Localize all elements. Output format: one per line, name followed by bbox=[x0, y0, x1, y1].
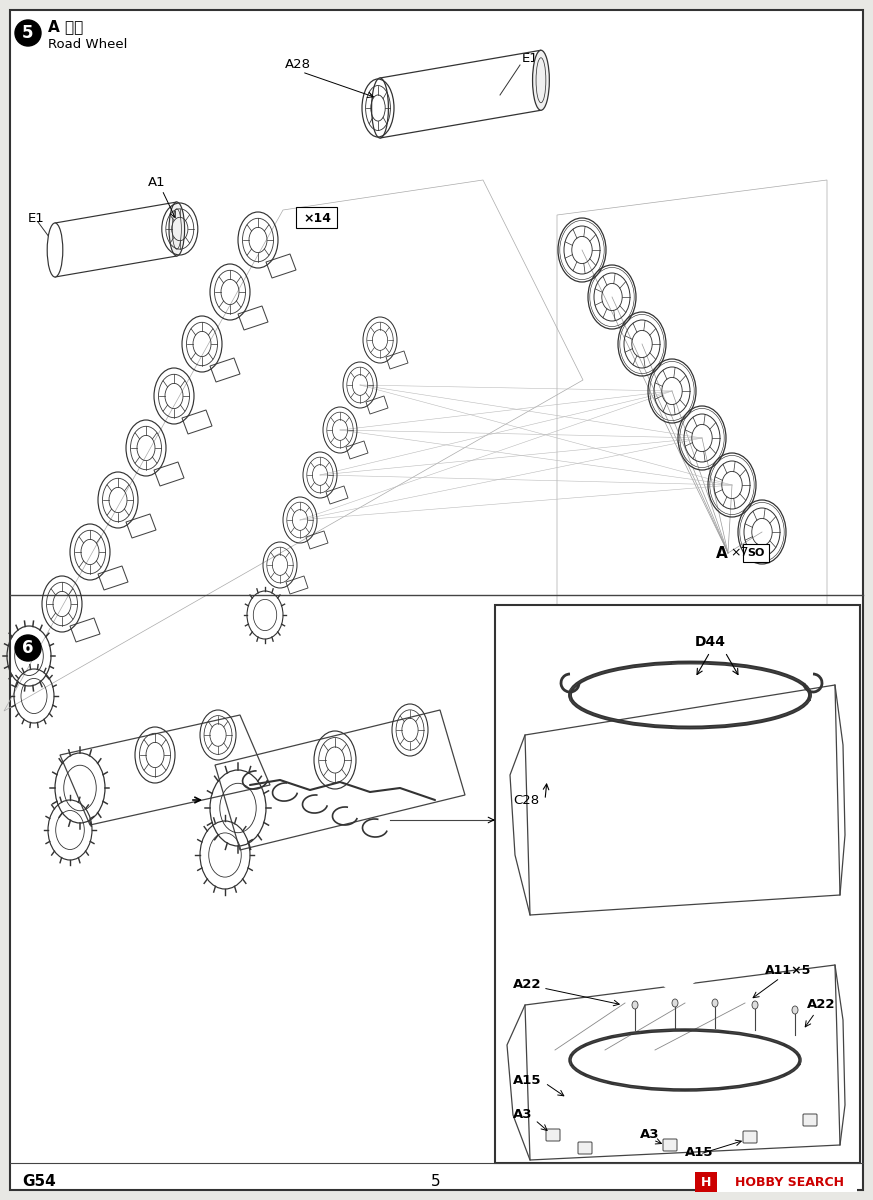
FancyBboxPatch shape bbox=[546, 1129, 560, 1141]
Text: E1: E1 bbox=[28, 211, 45, 224]
Text: A1: A1 bbox=[148, 176, 166, 190]
Text: 5: 5 bbox=[22, 24, 34, 42]
Circle shape bbox=[15, 635, 41, 661]
FancyBboxPatch shape bbox=[743, 544, 769, 562]
Text: HOBBY SEARCH: HOBBY SEARCH bbox=[735, 1176, 844, 1188]
FancyBboxPatch shape bbox=[578, 1142, 592, 1154]
Text: A 転輪: A 転輪 bbox=[48, 19, 83, 35]
Text: A3: A3 bbox=[513, 1109, 533, 1122]
Text: SO: SO bbox=[747, 548, 765, 558]
Ellipse shape bbox=[672, 998, 678, 1007]
Text: A: A bbox=[716, 546, 728, 560]
Circle shape bbox=[15, 20, 41, 46]
Ellipse shape bbox=[169, 202, 184, 256]
Text: 5: 5 bbox=[431, 1175, 441, 1189]
Text: ×14: ×14 bbox=[303, 211, 331, 224]
FancyArrow shape bbox=[652, 935, 702, 997]
Text: C28: C28 bbox=[513, 793, 540, 806]
Text: Road Wheel: Road Wheel bbox=[48, 38, 127, 52]
Text: A22: A22 bbox=[807, 998, 835, 1012]
Text: A22: A22 bbox=[513, 978, 541, 991]
Text: D44: D44 bbox=[695, 635, 726, 649]
Ellipse shape bbox=[47, 223, 63, 277]
Bar bbox=[695, 1172, 717, 1192]
FancyBboxPatch shape bbox=[803, 1114, 817, 1126]
Text: G54: G54 bbox=[22, 1175, 56, 1189]
FancyBboxPatch shape bbox=[743, 1130, 757, 1142]
Text: A28: A28 bbox=[285, 59, 311, 72]
Ellipse shape bbox=[372, 78, 388, 138]
Ellipse shape bbox=[752, 1001, 758, 1009]
Text: ×7: ×7 bbox=[730, 546, 748, 559]
Bar bbox=[695, 1172, 857, 1192]
Ellipse shape bbox=[712, 998, 718, 1007]
Text: H: H bbox=[701, 1176, 711, 1188]
Text: A11×5: A11×5 bbox=[765, 964, 811, 977]
Text: A15: A15 bbox=[513, 1074, 541, 1086]
Ellipse shape bbox=[792, 1006, 798, 1014]
Text: A15: A15 bbox=[685, 1146, 713, 1159]
Ellipse shape bbox=[533, 50, 549, 110]
Text: A3: A3 bbox=[640, 1128, 659, 1141]
Bar bbox=[495, 605, 860, 1163]
Text: E1: E1 bbox=[522, 52, 539, 65]
FancyBboxPatch shape bbox=[663, 1139, 677, 1151]
Ellipse shape bbox=[632, 1001, 638, 1009]
Text: 6: 6 bbox=[22, 638, 34, 658]
FancyBboxPatch shape bbox=[297, 206, 338, 228]
